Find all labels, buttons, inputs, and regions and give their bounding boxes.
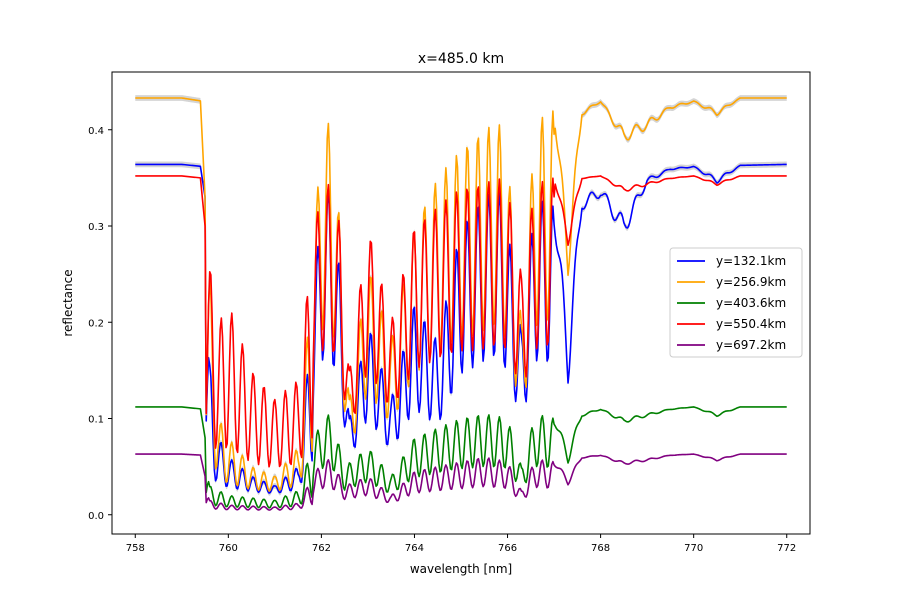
- legend-label-0: y=132.1km: [716, 254, 786, 268]
- y-tick-label: 0.4: [88, 126, 104, 137]
- x-tick-label: 758: [126, 543, 145, 554]
- legend-label-3: y=550.4km: [716, 317, 786, 331]
- x-tick-label: 762: [312, 543, 331, 554]
- x-axis-ticks: 758 760 762 764 766 768 770 772: [126, 534, 796, 554]
- y-axis-ticks: 0.0 0.1 0.2 0.3 0.4: [88, 126, 112, 522]
- x-tick-label: 764: [405, 543, 424, 554]
- legend-label-1: y=256.9km: [716, 275, 786, 289]
- x-tick-label: 768: [591, 543, 610, 554]
- series-line-2: [135, 406, 787, 509]
- chart-title: x=485.0 km: [418, 51, 504, 67]
- x-tick-label: 760: [219, 543, 238, 554]
- series-line-4: [135, 453, 787, 511]
- y-tick-label: 0.3: [88, 222, 104, 233]
- y-tick-label: 0.0: [88, 511, 104, 522]
- x-axis-label: wavelength [nm]: [410, 562, 512, 576]
- y-axis-label: reflectance: [61, 269, 75, 336]
- legend-label-4: y=697.2km: [716, 338, 786, 352]
- legend-box: [669, 247, 803, 358]
- x-tick-label: 770: [684, 543, 703, 554]
- y-tick-label: 0.2: [88, 318, 104, 329]
- series-line-3: [135, 175, 787, 468]
- plot-frame: [111, 71, 811, 535]
- series-line-0: [135, 163, 787, 494]
- legend-label-2: y=403.6km: [716, 296, 786, 310]
- x-tick-label: 766: [498, 543, 517, 554]
- y-tick-label: 0.1: [88, 415, 104, 426]
- legend: y=132.1km y=256.9km y=403.6km y=550.4km y=69…: [669, 247, 803, 358]
- plot-area: [135, 95, 787, 511]
- x-tick-label: 772: [777, 543, 796, 554]
- series-lines: [135, 97, 787, 511]
